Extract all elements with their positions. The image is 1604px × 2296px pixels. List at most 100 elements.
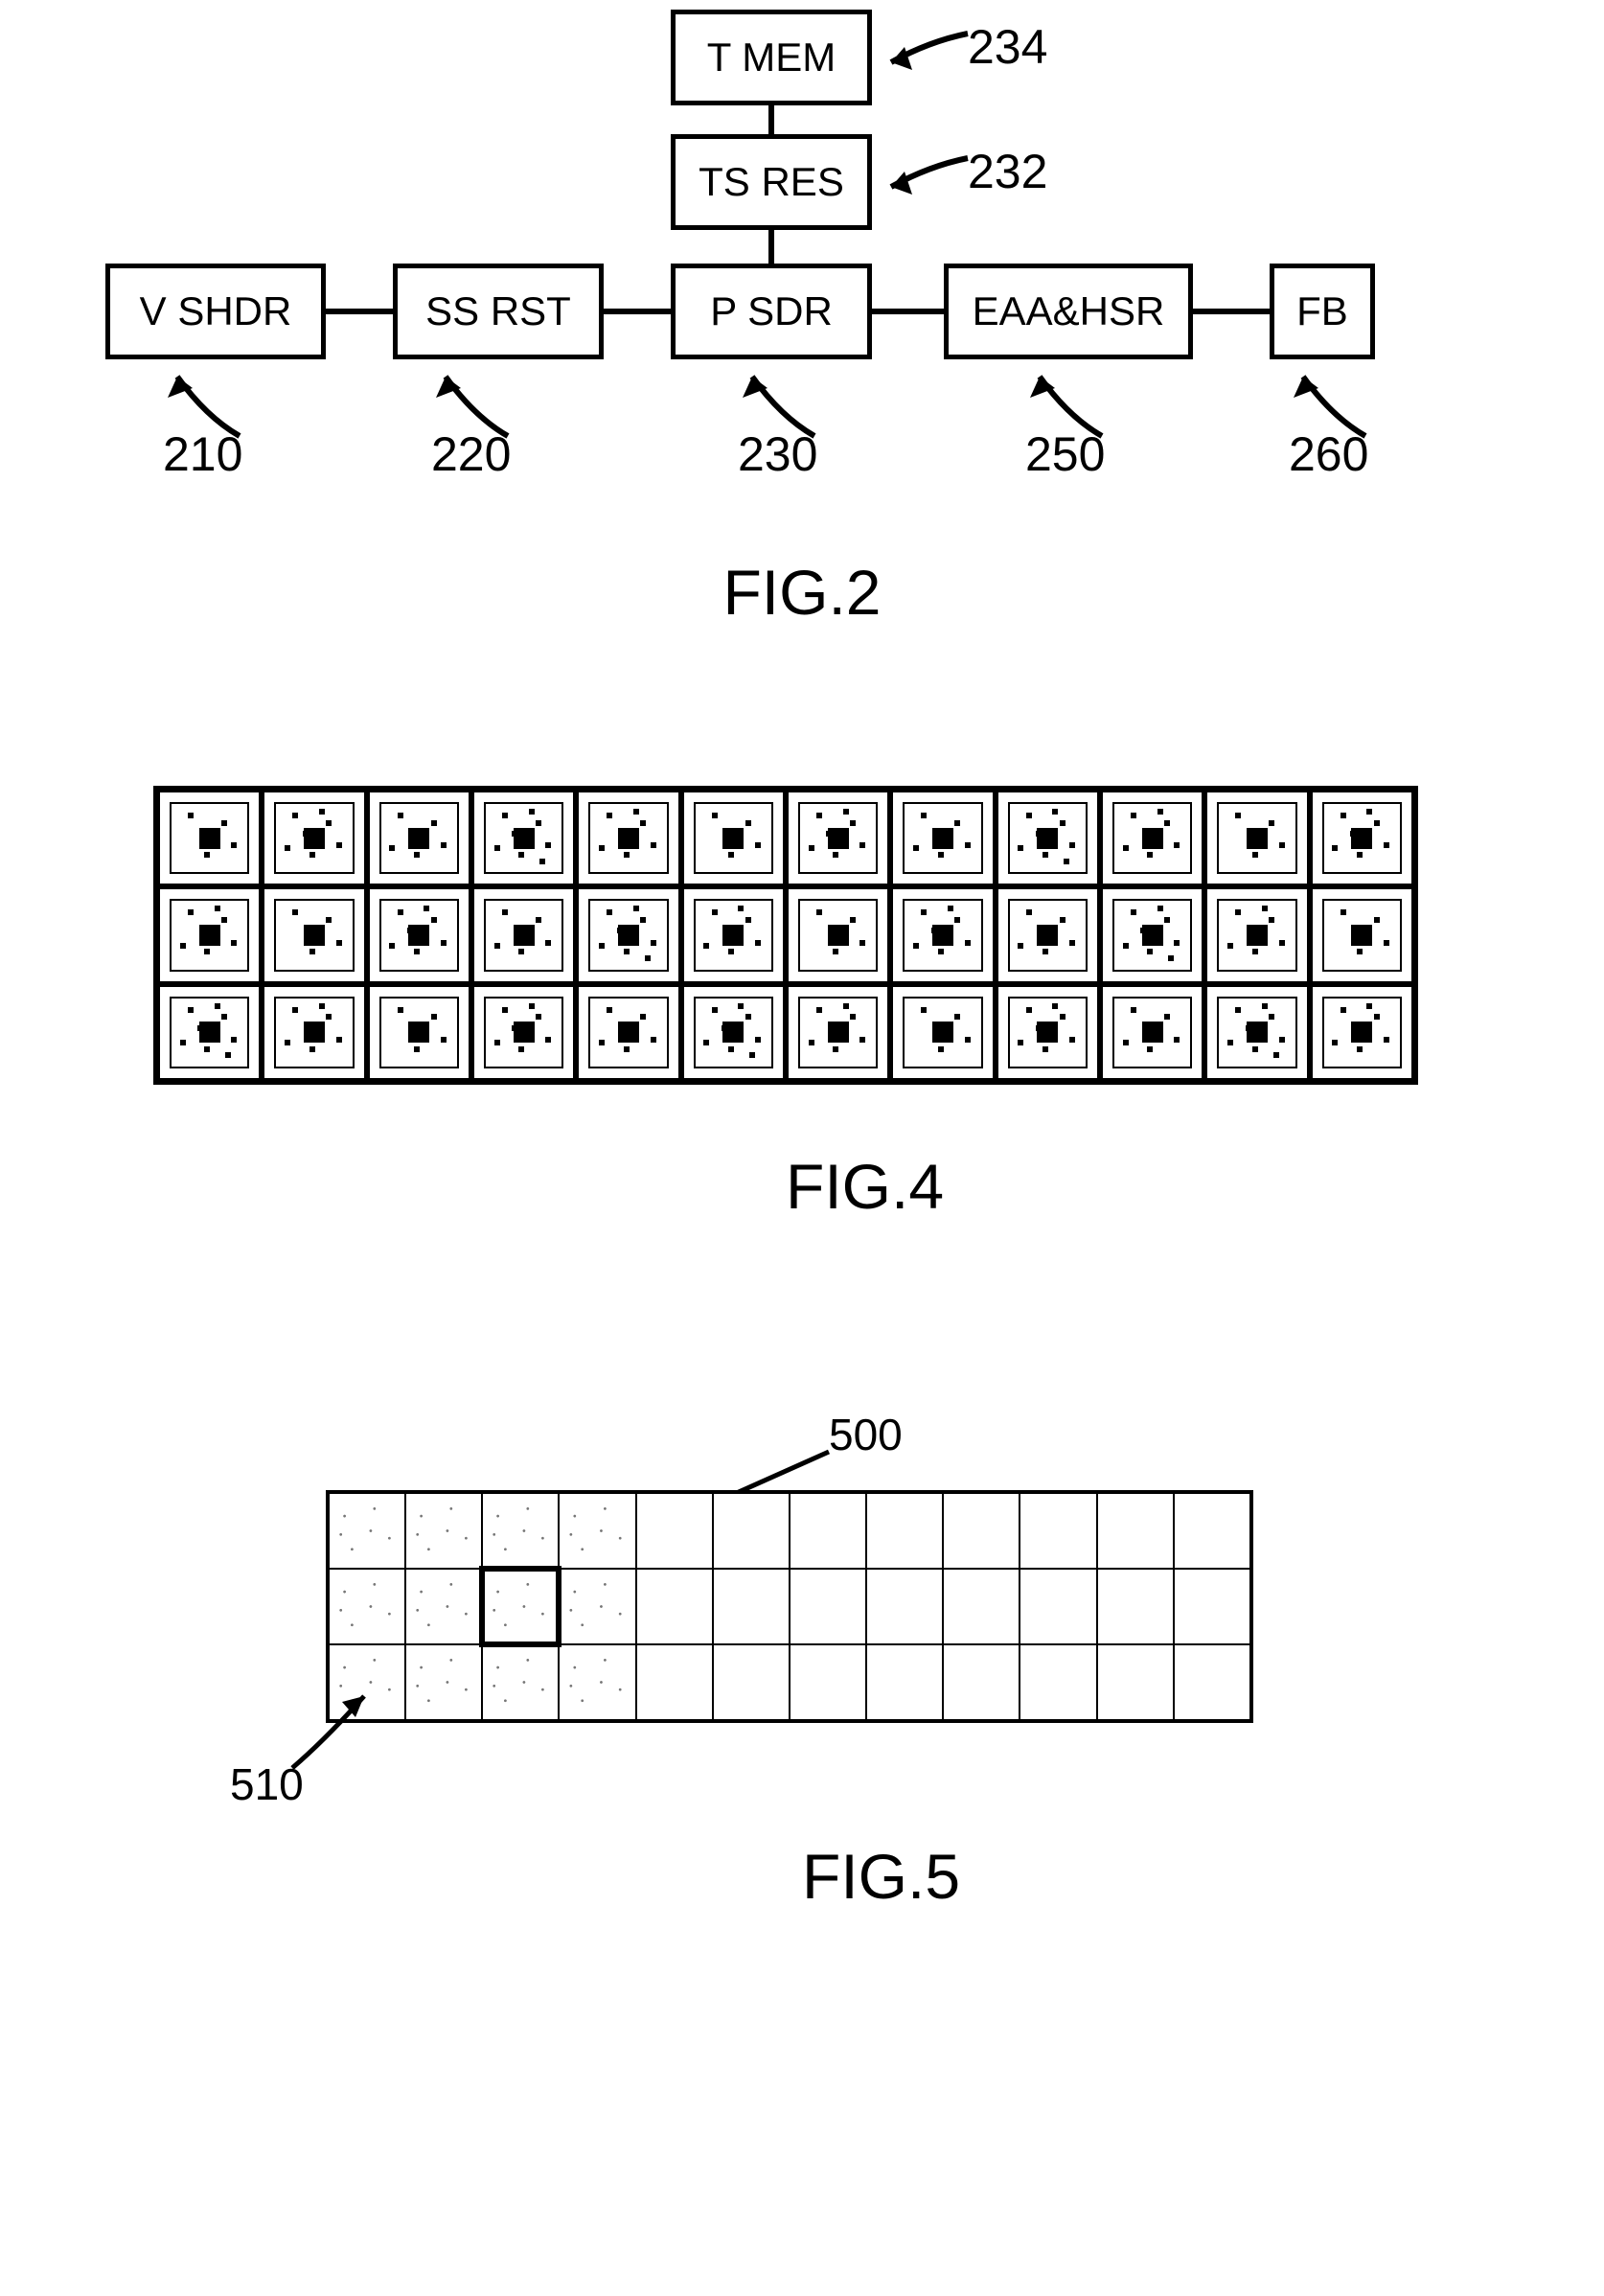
fig5-cell xyxy=(943,1644,1020,1720)
fig5-cell xyxy=(790,1569,866,1644)
fig5-cell xyxy=(405,1644,482,1720)
fig5-cell xyxy=(1097,1493,1174,1569)
fig5-cell xyxy=(943,1493,1020,1569)
edge-vshdr-ssrst xyxy=(326,309,393,314)
fig5-cell xyxy=(636,1644,713,1720)
fig5-grid xyxy=(326,1490,1253,1723)
fig4-cell xyxy=(1310,886,1414,983)
edge-eaahsr-fb xyxy=(1193,309,1270,314)
fig5-cell xyxy=(405,1493,482,1569)
fig4-cell xyxy=(471,790,576,886)
fig4-caption: FIG.4 xyxy=(786,1150,944,1223)
fig5-diagram: 500 510 FIG.5 xyxy=(287,1437,1317,1936)
fig4-cell xyxy=(157,790,262,886)
page: V SHDR SS RST P SDR EAA&HSR FB TS RES T … xyxy=(0,0,1604,2296)
leader-arrow-232 xyxy=(872,139,977,225)
fig4-cell xyxy=(996,886,1100,983)
edge-tsres-psdr xyxy=(768,230,774,264)
fig4-cell xyxy=(367,790,471,886)
fig4-cell xyxy=(1100,984,1204,1081)
box-eaahsr-label: EAA&HSR xyxy=(973,288,1165,334)
fig4-diagram: FIG.4 xyxy=(153,786,1451,1227)
fig4-cell xyxy=(1100,886,1204,983)
fig4-cell xyxy=(786,886,890,983)
fig4-cell xyxy=(576,984,680,1081)
fig5-cell xyxy=(943,1569,1020,1644)
fig5-cell xyxy=(559,1569,635,1644)
edge-ssrst-psdr xyxy=(604,309,671,314)
fig4-cell xyxy=(367,984,471,1081)
fig4-cell xyxy=(890,984,995,1081)
fig5-cell xyxy=(559,1493,635,1569)
fig4-cell xyxy=(1204,790,1309,886)
fig5-caption: FIG.5 xyxy=(802,1840,960,1913)
box-ssrst: SS RST xyxy=(393,264,604,359)
ref-250: 250 xyxy=(1025,426,1105,482)
ref-210: 210 xyxy=(163,426,242,482)
fig4-cell xyxy=(1204,984,1309,1081)
fig4-cell xyxy=(786,984,890,1081)
leader-arrow-234 xyxy=(872,14,977,101)
fig4-cell xyxy=(471,886,576,983)
fig4-cell xyxy=(576,790,680,886)
ref-260: 260 xyxy=(1289,426,1368,482)
box-vshdr-label: V SHDR xyxy=(140,288,292,334)
box-tsres: TS RES xyxy=(671,134,872,230)
fig5-cell xyxy=(482,1569,559,1644)
fig4-cell xyxy=(1310,790,1414,886)
fig4-cell xyxy=(1100,790,1204,886)
fig4-cell xyxy=(262,790,366,886)
ref-232: 232 xyxy=(968,144,1047,199)
fig5-cell xyxy=(1174,1644,1250,1720)
fig5-cell xyxy=(559,1644,635,1720)
fig2-caption: FIG.2 xyxy=(722,556,881,629)
fig5-cell xyxy=(482,1493,559,1569)
fig4-cell xyxy=(1204,886,1309,983)
fig5-cell xyxy=(1097,1644,1174,1720)
ref-220: 220 xyxy=(431,426,511,482)
fig5-cell xyxy=(636,1493,713,1569)
fig5-cell xyxy=(790,1644,866,1720)
fig4-cell xyxy=(576,886,680,983)
fig5-cell xyxy=(329,1493,405,1569)
fig5-cell xyxy=(329,1569,405,1644)
box-eaahsr: EAA&HSR xyxy=(944,264,1193,359)
fig4-cell xyxy=(681,790,786,886)
fig5-cell xyxy=(713,1569,790,1644)
fig5-cell xyxy=(713,1644,790,1720)
fig5-cell xyxy=(790,1493,866,1569)
fig5-cell xyxy=(1097,1569,1174,1644)
fig4-cell xyxy=(890,886,995,983)
fig4-cell xyxy=(1310,984,1414,1081)
fig5-cell xyxy=(1174,1569,1250,1644)
ref-230: 230 xyxy=(738,426,817,482)
fig4-cell xyxy=(786,790,890,886)
box-fb-label: FB xyxy=(1296,288,1348,334)
fig2-diagram: V SHDR SS RST P SDR EAA&HSR FB TS RES T … xyxy=(0,0,1604,690)
box-tsres-label: TS RES xyxy=(699,159,844,205)
edge-tmem-tsres xyxy=(768,105,774,134)
fig5-cell xyxy=(1174,1493,1250,1569)
ref-510: 510 xyxy=(230,1758,304,1810)
fig5-cell xyxy=(482,1644,559,1720)
fig4-cell xyxy=(681,886,786,983)
fig5-cell xyxy=(1020,1569,1096,1644)
fig5-cell xyxy=(405,1569,482,1644)
fig4-cell xyxy=(262,984,366,1081)
fig4-cell xyxy=(996,984,1100,1081)
fig4-cell xyxy=(681,984,786,1081)
fig4-cell xyxy=(157,886,262,983)
fig4-grid xyxy=(153,786,1418,1085)
fig4-cell xyxy=(996,790,1100,886)
fig5-cell xyxy=(636,1569,713,1644)
fig4-cell xyxy=(157,984,262,1081)
fig5-cell xyxy=(866,1569,943,1644)
box-psdr-label: P SDR xyxy=(710,288,833,334)
ref-234: 234 xyxy=(968,19,1047,75)
fig5-cell xyxy=(713,1493,790,1569)
fig5-cell xyxy=(1020,1644,1096,1720)
box-psdr: P SDR xyxy=(671,264,872,359)
fig5-cell xyxy=(866,1493,943,1569)
fig5-cell xyxy=(1020,1493,1096,1569)
edge-psdr-eaahsr xyxy=(872,309,944,314)
